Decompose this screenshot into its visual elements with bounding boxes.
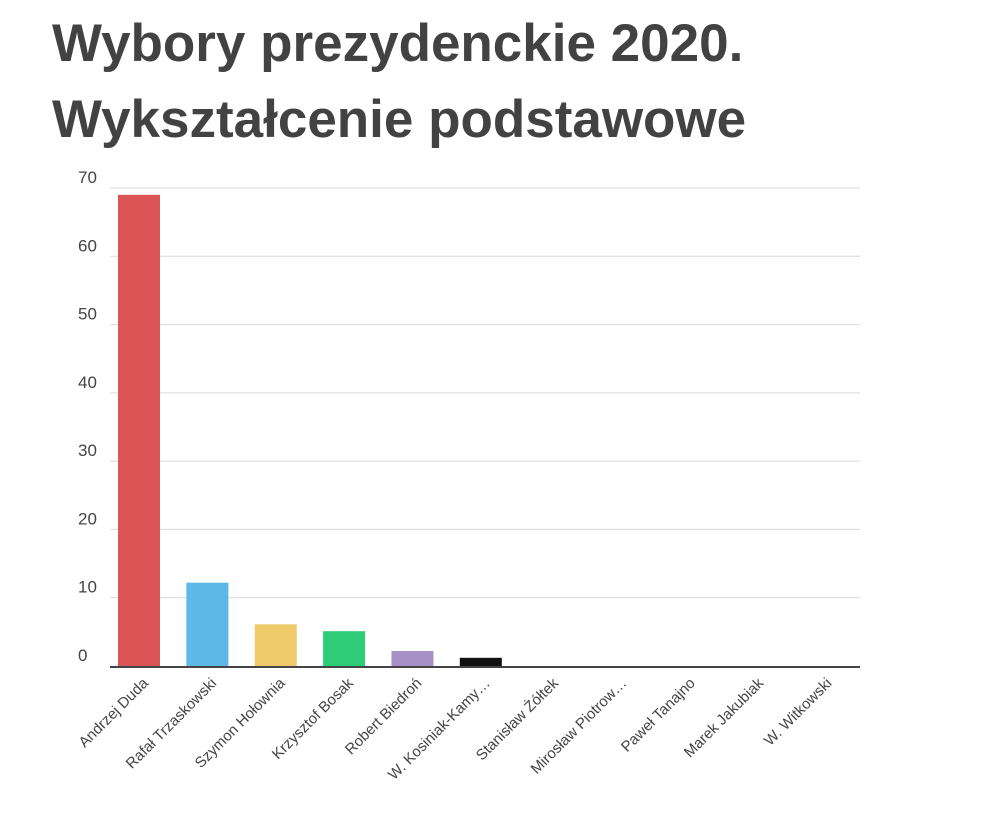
y-tick-label: 70: [78, 168, 97, 187]
bar: [391, 650, 434, 666]
bar: [459, 657, 502, 666]
y-tick-label: 40: [78, 373, 97, 392]
y-tick-label: 10: [78, 578, 97, 597]
x-tick-label: W. Witkowski: [761, 675, 835, 749]
bar: [186, 582, 229, 666]
y-tick-label: 20: [78, 509, 97, 528]
y-tick-label: 30: [78, 441, 97, 460]
y-tick-label: 0: [78, 646, 87, 665]
x-tick-label: Andrzej Duda: [76, 674, 153, 751]
bar: [118, 194, 160, 667]
bars: [118, 194, 502, 667]
y-tick-label: 50: [78, 305, 97, 324]
bar: [254, 624, 297, 666]
chart-title: Wybory prezydenckie 2020. Wykształcenie …: [52, 6, 746, 158]
y-axis-ticks: 0 10 20 30 40 50 60 70: [78, 168, 97, 665]
y-tick-label: 60: [78, 236, 97, 255]
gridlines: [110, 187, 860, 599]
chart-title-line-2: Wykształcenie podstawowe: [52, 90, 747, 149]
chart-title-line-1: Wybory prezydenckie 2020.: [52, 14, 744, 73]
bar: [323, 631, 366, 666]
